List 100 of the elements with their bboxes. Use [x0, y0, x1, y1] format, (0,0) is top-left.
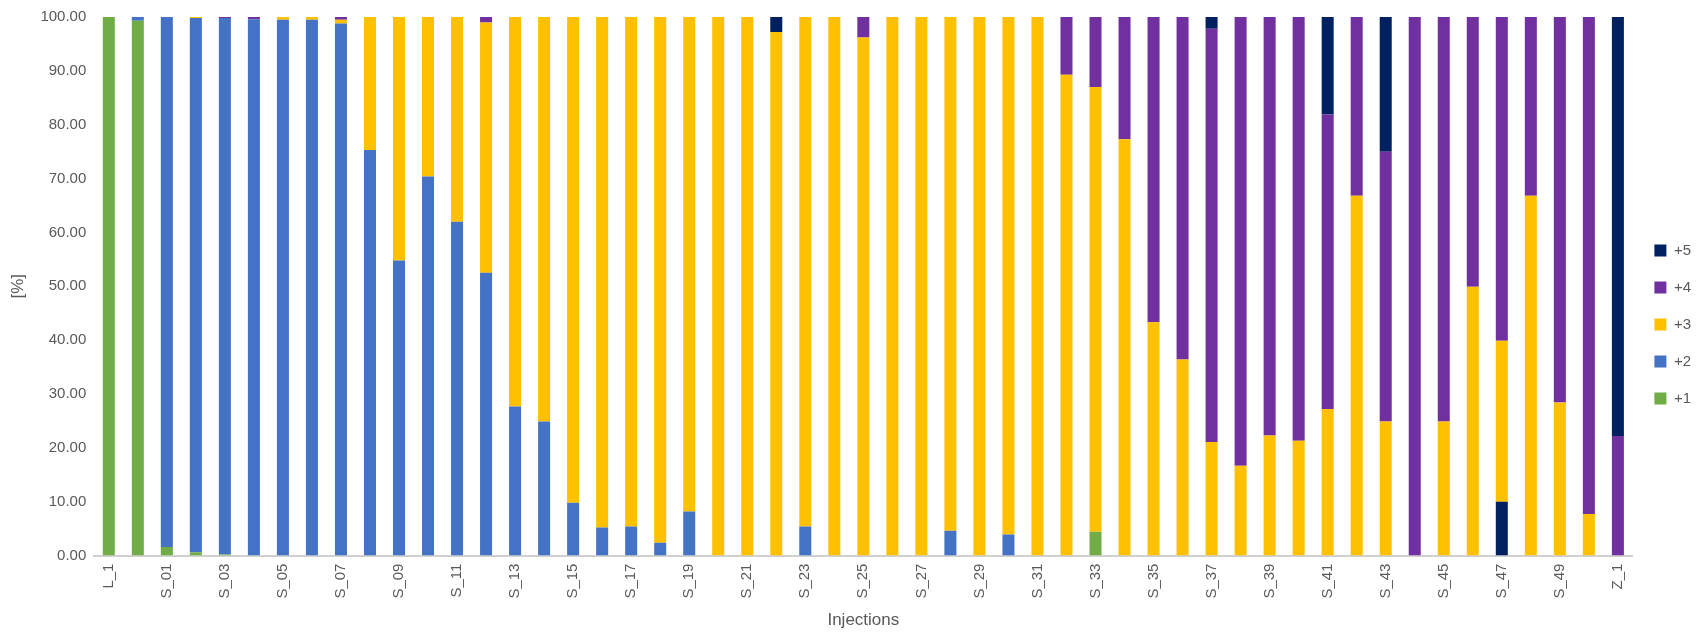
bar	[1379, 17, 1392, 152]
bar	[422, 17, 435, 177]
bar	[1205, 17, 1218, 29]
bar	[1321, 409, 1334, 556]
bar	[1292, 440, 1305, 556]
bar	[1495, 340, 1508, 502]
x-tick-label: S_23	[795, 563, 813, 599]
x-tick-label: S_13	[505, 563, 523, 599]
bar	[1350, 17, 1363, 196]
bar	[1582, 514, 1595, 556]
x-tick-label: S_07	[331, 563, 349, 599]
y-tick-label: 80.00	[48, 114, 87, 132]
bar	[305, 19, 318, 556]
bar	[363, 17, 376, 151]
x-tick-label: S_37	[1201, 563, 1219, 599]
y-tick-label: 100.00	[40, 7, 87, 25]
bar	[1379, 151, 1392, 422]
bar	[625, 526, 638, 556]
bar	[189, 552, 202, 556]
bar	[1002, 17, 1015, 535]
y-tick-label: 90.00	[48, 61, 87, 78]
legend-label: +3	[1673, 314, 1692, 332]
bar	[1263, 435, 1276, 556]
bar	[828, 17, 841, 556]
y-tick-label: 50.00	[48, 276, 87, 294]
bar	[392, 260, 406, 556]
bar	[1060, 17, 1073, 75]
bar	[276, 19, 289, 556]
bar	[857, 37, 870, 556]
x-tick-label: S_47	[1491, 563, 1509, 599]
y-tick-label: 30.00	[48, 384, 87, 402]
bar	[363, 150, 376, 556]
bar	[654, 17, 667, 543]
bar	[596, 17, 609, 528]
bar	[1176, 17, 1189, 360]
legend-label: +2	[1673, 351, 1692, 369]
bar	[1089, 87, 1102, 532]
bar	[1118, 139, 1131, 556]
bar	[567, 502, 580, 556]
bar	[1524, 195, 1537, 556]
bar	[596, 527, 609, 556]
bar	[480, 22, 493, 273]
bar	[218, 18, 231, 555]
x-tick-label: S_39	[1259, 563, 1277, 599]
y-tick-label: 70.00	[48, 168, 87, 186]
bar	[247, 19, 260, 556]
bar	[654, 542, 667, 556]
bar	[973, 17, 986, 556]
bar	[1495, 501, 1508, 556]
x-tick-label: S_09	[389, 563, 407, 599]
bar	[1263, 17, 1276, 436]
bar	[712, 17, 725, 556]
x-tick-label: S_31	[1027, 563, 1045, 599]
bar	[1553, 402, 1566, 556]
legend-label: +4	[1673, 277, 1692, 295]
bar	[509, 406, 522, 556]
bar	[451, 221, 464, 556]
bar	[683, 511, 696, 556]
bar	[1408, 17, 1421, 556]
bar	[1524, 17, 1537, 196]
x-tick-label: S_27	[911, 563, 929, 599]
bar	[509, 17, 522, 407]
bar	[915, 17, 928, 556]
bar	[799, 526, 812, 556]
x-tick-label: S_43	[1375, 563, 1393, 599]
bar	[160, 17, 173, 547]
bar	[1234, 465, 1247, 556]
bar	[567, 17, 580, 503]
y-tick-label: 20.00	[48, 438, 87, 455]
bar	[392, 17, 406, 261]
bar	[1292, 17, 1305, 441]
y-tick-label: 10.00	[48, 491, 87, 509]
x-tick-label: L_1	[98, 563, 116, 589]
bar	[1466, 17, 1479, 287]
bar	[1582, 17, 1595, 515]
x-tick-label: S_25	[853, 563, 871, 599]
bar	[1321, 17, 1334, 115]
bar	[189, 18, 202, 553]
bar	[944, 530, 957, 556]
bar	[102, 17, 115, 556]
y-tick-label: 60.00	[48, 222, 87, 240]
bar	[451, 17, 464, 222]
bar	[131, 20, 144, 556]
x-tick-label: S_17	[621, 563, 639, 599]
bar	[334, 17, 347, 20]
bar	[770, 32, 783, 556]
bar	[625, 17, 638, 527]
bar	[1321, 114, 1334, 410]
bar	[1379, 421, 1392, 556]
legend-label: +5	[1673, 240, 1692, 258]
bar	[741, 17, 754, 556]
bar	[1466, 286, 1479, 556]
bar	[422, 176, 435, 556]
bar	[1437, 17, 1450, 422]
bar	[480, 17, 493, 23]
bar	[1350, 195, 1363, 556]
bar	[886, 17, 899, 556]
bar	[1089, 531, 1102, 556]
bar	[1234, 17, 1247, 466]
x-tick-label: S_21	[737, 563, 755, 599]
